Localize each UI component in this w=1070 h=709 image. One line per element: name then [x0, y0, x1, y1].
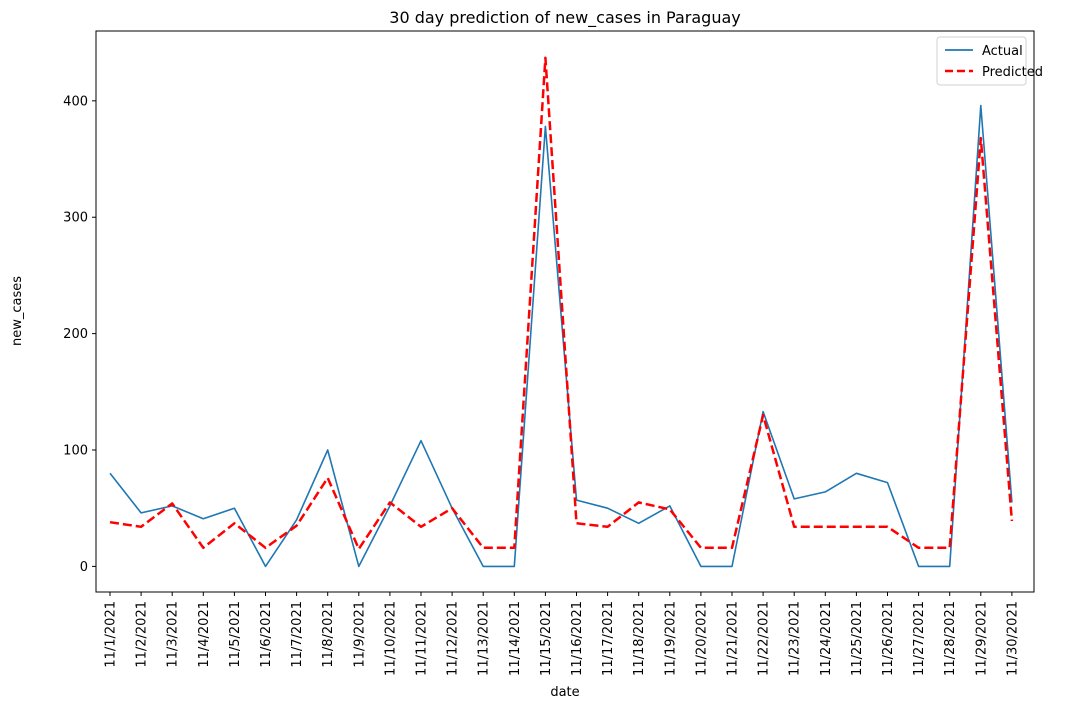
y-tick-label: 400 [63, 94, 88, 109]
x-axis-ticks: 11/1/2021 11/2/2021 11/3/2021 11/4/2021 11/5… [104, 592, 1020, 676]
x-tick-label: 11/14/2021 [508, 601, 523, 676]
x-tick-label: 11/3/2021 [166, 601, 181, 668]
x-tick-label: 11/16/2021 [570, 601, 585, 676]
x-tick-label: 11/4/2021 [197, 601, 212, 668]
x-tick-label: 11/19/2021 [663, 601, 678, 676]
x-tick-label: 11/26/2021 [881, 601, 896, 676]
x-tick-label: 11/25/2021 [850, 601, 865, 676]
y-tick-label: 300 [63, 211, 88, 226]
legend: Actual Predicted [936, 36, 1043, 86]
x-tick-label: 11/7/2021 [290, 601, 305, 668]
legend-label-actual: Actual [982, 44, 1023, 59]
legend-box [936, 36, 1027, 86]
x-tick-label: 11/29/2021 [974, 601, 989, 676]
y-tick-label: 0 [80, 560, 88, 575]
x-tick-label: 11/28/2021 [943, 601, 958, 676]
y-axis-ticks: 0 100 200 300 400 [63, 94, 96, 575]
x-tick-label: 11/21/2021 [726, 601, 741, 676]
x-tick-label: 11/23/2021 [788, 601, 803, 676]
x-tick-label: 11/8/2021 [321, 601, 336, 668]
x-tick-label: 11/22/2021 [757, 601, 772, 676]
x-tick-label: 11/11/2021 [415, 601, 430, 676]
x-tick-label: 11/18/2021 [632, 601, 647, 676]
x-tick-label: 11/13/2021 [477, 601, 492, 676]
x-tick-label: 11/12/2021 [446, 601, 461, 676]
x-tick-label: 11/17/2021 [601, 601, 616, 676]
plot-frame [95, 30, 1035, 593]
legend-label-predicted: Predicted [982, 65, 1043, 80]
x-tick-label: 11/2/2021 [135, 601, 150, 668]
y-tick-label: 100 [63, 444, 88, 459]
x-tick-label: 11/5/2021 [228, 601, 243, 668]
x-axis-label: date [550, 685, 579, 700]
x-tick-label: 11/15/2021 [539, 601, 554, 676]
y-axis-label: new_cases [10, 276, 25, 346]
series-line-predicted [109, 56, 1014, 551]
y-tick-label: 200 [63, 327, 88, 342]
x-tick-label: 11/20/2021 [694, 601, 709, 676]
x-tick-label: 11/30/2021 [1005, 601, 1020, 676]
series-lines [109, 56, 1014, 568]
x-tick-label: 11/1/2021 [104, 601, 119, 668]
x-tick-label: 11/6/2021 [259, 601, 274, 668]
x-tick-label: 11/27/2021 [912, 601, 927, 676]
series-line-actual [109, 104, 1013, 568]
x-tick-label: 11/9/2021 [352, 601, 367, 668]
chart-title: 30 day prediction of new_cases in Paragu… [389, 8, 740, 28]
x-tick-label: 11/10/2021 [383, 601, 398, 676]
x-tick-label: 11/24/2021 [819, 601, 834, 676]
